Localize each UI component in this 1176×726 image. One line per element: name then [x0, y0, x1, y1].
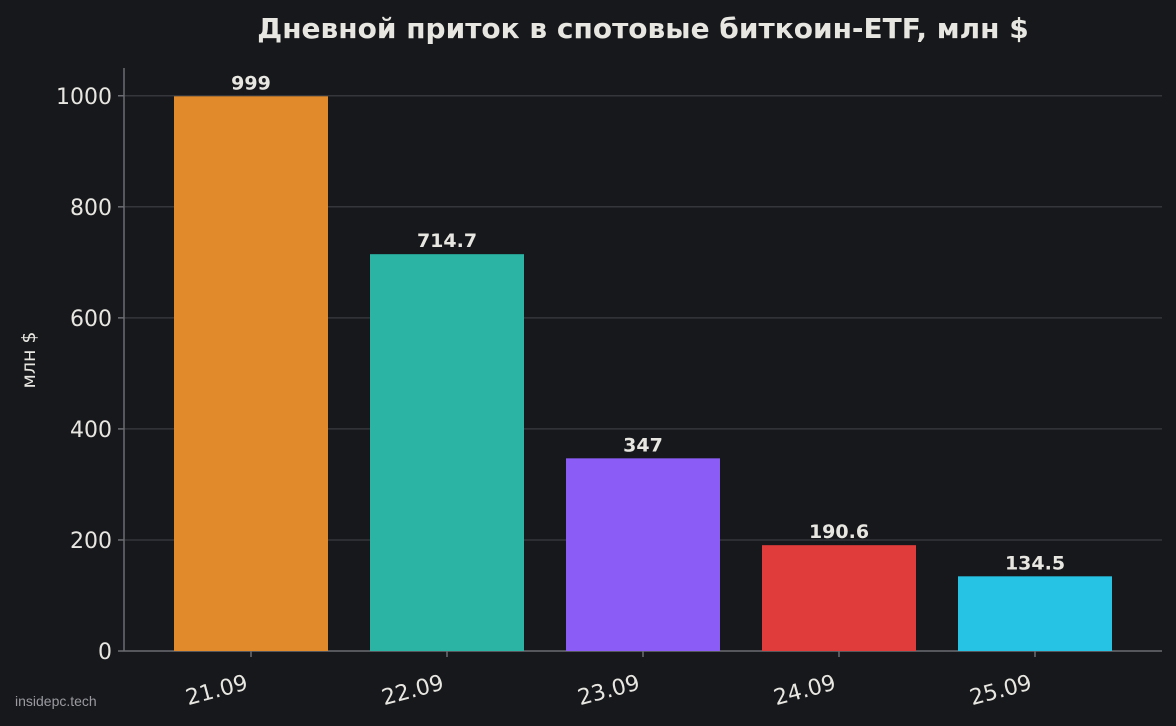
y-tick-label: 800 [70, 196, 112, 221]
chart-title: Дневной приток в спотовые биткоин-ETF, м… [257, 12, 1029, 45]
data-label: 190.6 [809, 521, 869, 543]
y-tick-label: 0 [98, 640, 112, 665]
data-label: 714.7 [417, 230, 477, 252]
bar-21.09 [174, 96, 328, 652]
bars [174, 96, 1112, 652]
data-label: 999 [231, 72, 271, 94]
bar-24.09 [762, 545, 916, 651]
y-tick-label: 1000 [56, 85, 112, 110]
y-tick-label: 400 [70, 418, 112, 443]
bar-25.09 [958, 576, 1112, 651]
bar-22.09 [370, 254, 524, 651]
x-tick-label: 24.09 [771, 671, 838, 711]
x-tick-label: 23.09 [575, 671, 642, 711]
watermark: insidepc.tech [15, 693, 97, 709]
data-label: 134.5 [1005, 552, 1065, 574]
bar-23.09 [566, 458, 720, 651]
data-label: 347 [623, 434, 663, 456]
x-tick-label: 21.09 [183, 671, 250, 711]
x-tick-label: 22.09 [379, 671, 446, 711]
y-tick-label: 600 [70, 307, 112, 332]
y-tick-label: 200 [70, 529, 112, 554]
data-labels: 999 714.7 347 190.6 134.5 [231, 72, 1065, 574]
x-tick-label: 25.09 [967, 671, 1034, 711]
y-axis-label: млн $ [18, 331, 40, 388]
